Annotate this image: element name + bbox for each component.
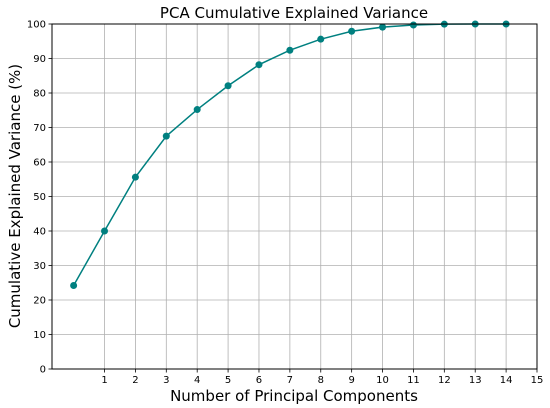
x-tick-label: 7 — [287, 375, 293, 386]
data-point — [193, 106, 201, 114]
x-tick-label: 1 — [101, 375, 107, 386]
data-point — [131, 173, 139, 181]
x-tick-label: 8 — [318, 375, 324, 386]
data-point — [255, 61, 263, 69]
y-tick-label: 0 — [40, 365, 46, 376]
y-tick-label: 100 — [27, 20, 46, 31]
y-axis-label: Cumulative Explained Variance (%) — [6, 64, 24, 328]
x-tick-label: 10 — [376, 375, 389, 386]
x-tick-label: 4 — [194, 375, 200, 386]
y-tick-label: 20 — [33, 296, 46, 307]
data-point — [162, 132, 170, 140]
data-point — [101, 227, 109, 235]
data-point — [379, 23, 387, 31]
x-tick-label: 15 — [531, 375, 544, 386]
y-tick-label: 10 — [33, 330, 46, 341]
x-tick-label: 14 — [500, 375, 513, 386]
y-tick-label: 30 — [33, 261, 46, 272]
data-point — [317, 35, 325, 43]
y-tick-label: 50 — [33, 192, 46, 203]
x-tick-label: 3 — [163, 375, 169, 386]
x-axis-label: Number of Principal Components — [170, 387, 418, 405]
x-tick-label: 9 — [348, 375, 354, 386]
data-point — [70, 282, 78, 290]
y-tick-label: 70 — [33, 123, 46, 134]
y-tick-label: 80 — [33, 89, 46, 100]
data-point — [286, 46, 294, 54]
data-point — [348, 27, 356, 35]
chart-title: PCA Cumulative Explained Variance — [160, 4, 428, 22]
y-tick-label: 60 — [33, 158, 46, 169]
x-tick-label: 5 — [225, 375, 231, 386]
x-tick-label: 6 — [256, 375, 262, 386]
x-tick-label: 11 — [407, 375, 420, 386]
y-tick-label: 90 — [33, 54, 46, 65]
data-point — [224, 82, 232, 90]
x-tick-label: 2 — [132, 375, 138, 386]
data-point — [409, 21, 417, 29]
x-tick-label: 12 — [438, 375, 451, 386]
y-tick-label: 40 — [33, 227, 46, 238]
x-tick-label: 13 — [469, 375, 482, 386]
